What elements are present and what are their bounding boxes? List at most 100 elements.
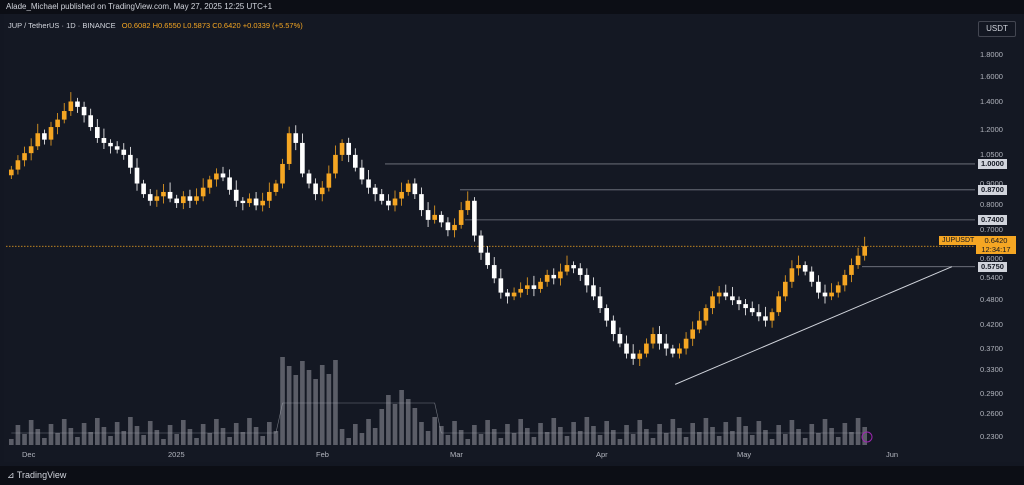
candle-body [412,183,418,195]
volume-bar [663,433,669,445]
volume-bar [114,422,120,445]
candle-body [452,224,457,231]
volume-bar [458,430,464,445]
published-header: Alade_Michael published on TradingView.c… [0,0,1024,14]
time-axis-label: Feb [316,450,329,459]
candle-body [167,191,173,199]
ohlc-values: O0.6082 H0.6550 L0.5873 C0.6420 +0.0339 … [121,21,303,30]
candle-body [273,183,279,192]
candle-body [326,173,332,188]
chart-area[interactable] [4,14,1022,462]
volume-bar [280,357,285,445]
ascending-trendline [674,266,953,385]
candle-body [48,127,54,140]
volume-bar [379,409,385,445]
volume-bar [425,431,431,445]
volume-bar [630,434,636,445]
candle-body [663,343,669,349]
current-price-value: 0.6420 [984,236,1008,245]
candle-body [200,187,206,197]
volume-bar [240,432,246,445]
candle-body [472,200,477,236]
candle-body [610,320,616,335]
candle-body [174,198,180,204]
candle-body [498,278,504,293]
candle-body [207,179,213,188]
candle-body [782,281,788,297]
candle-body [564,265,570,272]
volume-bar [776,425,782,445]
volume-bar [194,438,199,445]
volume-bar [207,433,213,445]
candle-body [769,312,775,321]
volume-bar [710,427,715,445]
candle-body [293,133,299,143]
candle-body [28,146,34,154]
time-axis-label: May [737,450,752,459]
volume-bar [412,408,418,445]
volume-bar [399,390,404,445]
volume-bar [293,375,299,445]
volume-bar [75,437,80,445]
volume-bar [842,423,848,445]
volume-bar [855,418,861,445]
candle-body [141,183,146,195]
candle-body [690,329,696,339]
candle-body [154,196,160,201]
candle-body [300,142,305,174]
volume-bar [610,430,616,445]
volume-bar [782,434,788,445]
candle-body [485,252,490,266]
candle-body [75,101,80,107]
candle-body [835,285,841,293]
volume-bar [35,429,41,445]
volume-bar [769,439,775,445]
candle-body [180,196,186,204]
volume-bar [465,439,471,445]
volume-bar [696,432,702,445]
candle-body [313,183,318,195]
candle-body [849,265,854,275]
candle-body [161,191,166,197]
candle-body [81,106,87,116]
price-axis-label: 0.2300 [980,431,1003,441]
price-level-tag: 0.7400 [978,214,1007,225]
candle-body [214,173,219,180]
candle-body [339,142,345,155]
time-axis-label: Mar [450,450,463,459]
candle-body [829,292,834,297]
candle-body [101,138,107,143]
candle-body [319,187,325,195]
volume-bar [597,435,603,445]
candle-body [438,214,444,223]
volume-bar [333,360,338,445]
price-axis-label: 0.4800 [980,295,1003,305]
candle-body [386,200,391,206]
volume-bar [763,430,768,445]
volume-bar [405,399,411,445]
volume-bar [200,424,206,445]
candle-body [776,296,782,313]
price-axis-label: 1.0500 [980,149,1003,159]
time-axis-label: Apr [596,450,608,459]
candle-body [68,101,74,112]
symbol-legend: JUP / TetherUS · 1D · BINANCE O0.6082 H0… [8,21,303,30]
candle-body [716,292,722,297]
price-axis-label: 0.3700 [980,343,1003,353]
candle-body [736,300,742,305]
candle-body [749,308,755,313]
volume-bar [214,419,219,445]
volume-bar [108,436,113,445]
tradingview-logo-icon: ⊿ [7,470,15,480]
candle-body [108,142,113,147]
candle-body [61,111,67,120]
volume-bar [432,417,438,445]
currency-button[interactable]: USDT [978,21,1016,37]
volume-bar [247,418,252,445]
candle-body [531,285,537,289]
volume-bar [690,423,696,445]
candle-body [809,271,815,282]
price-axis-label: 0.9000 [980,178,1003,188]
candle-body [88,115,94,128]
